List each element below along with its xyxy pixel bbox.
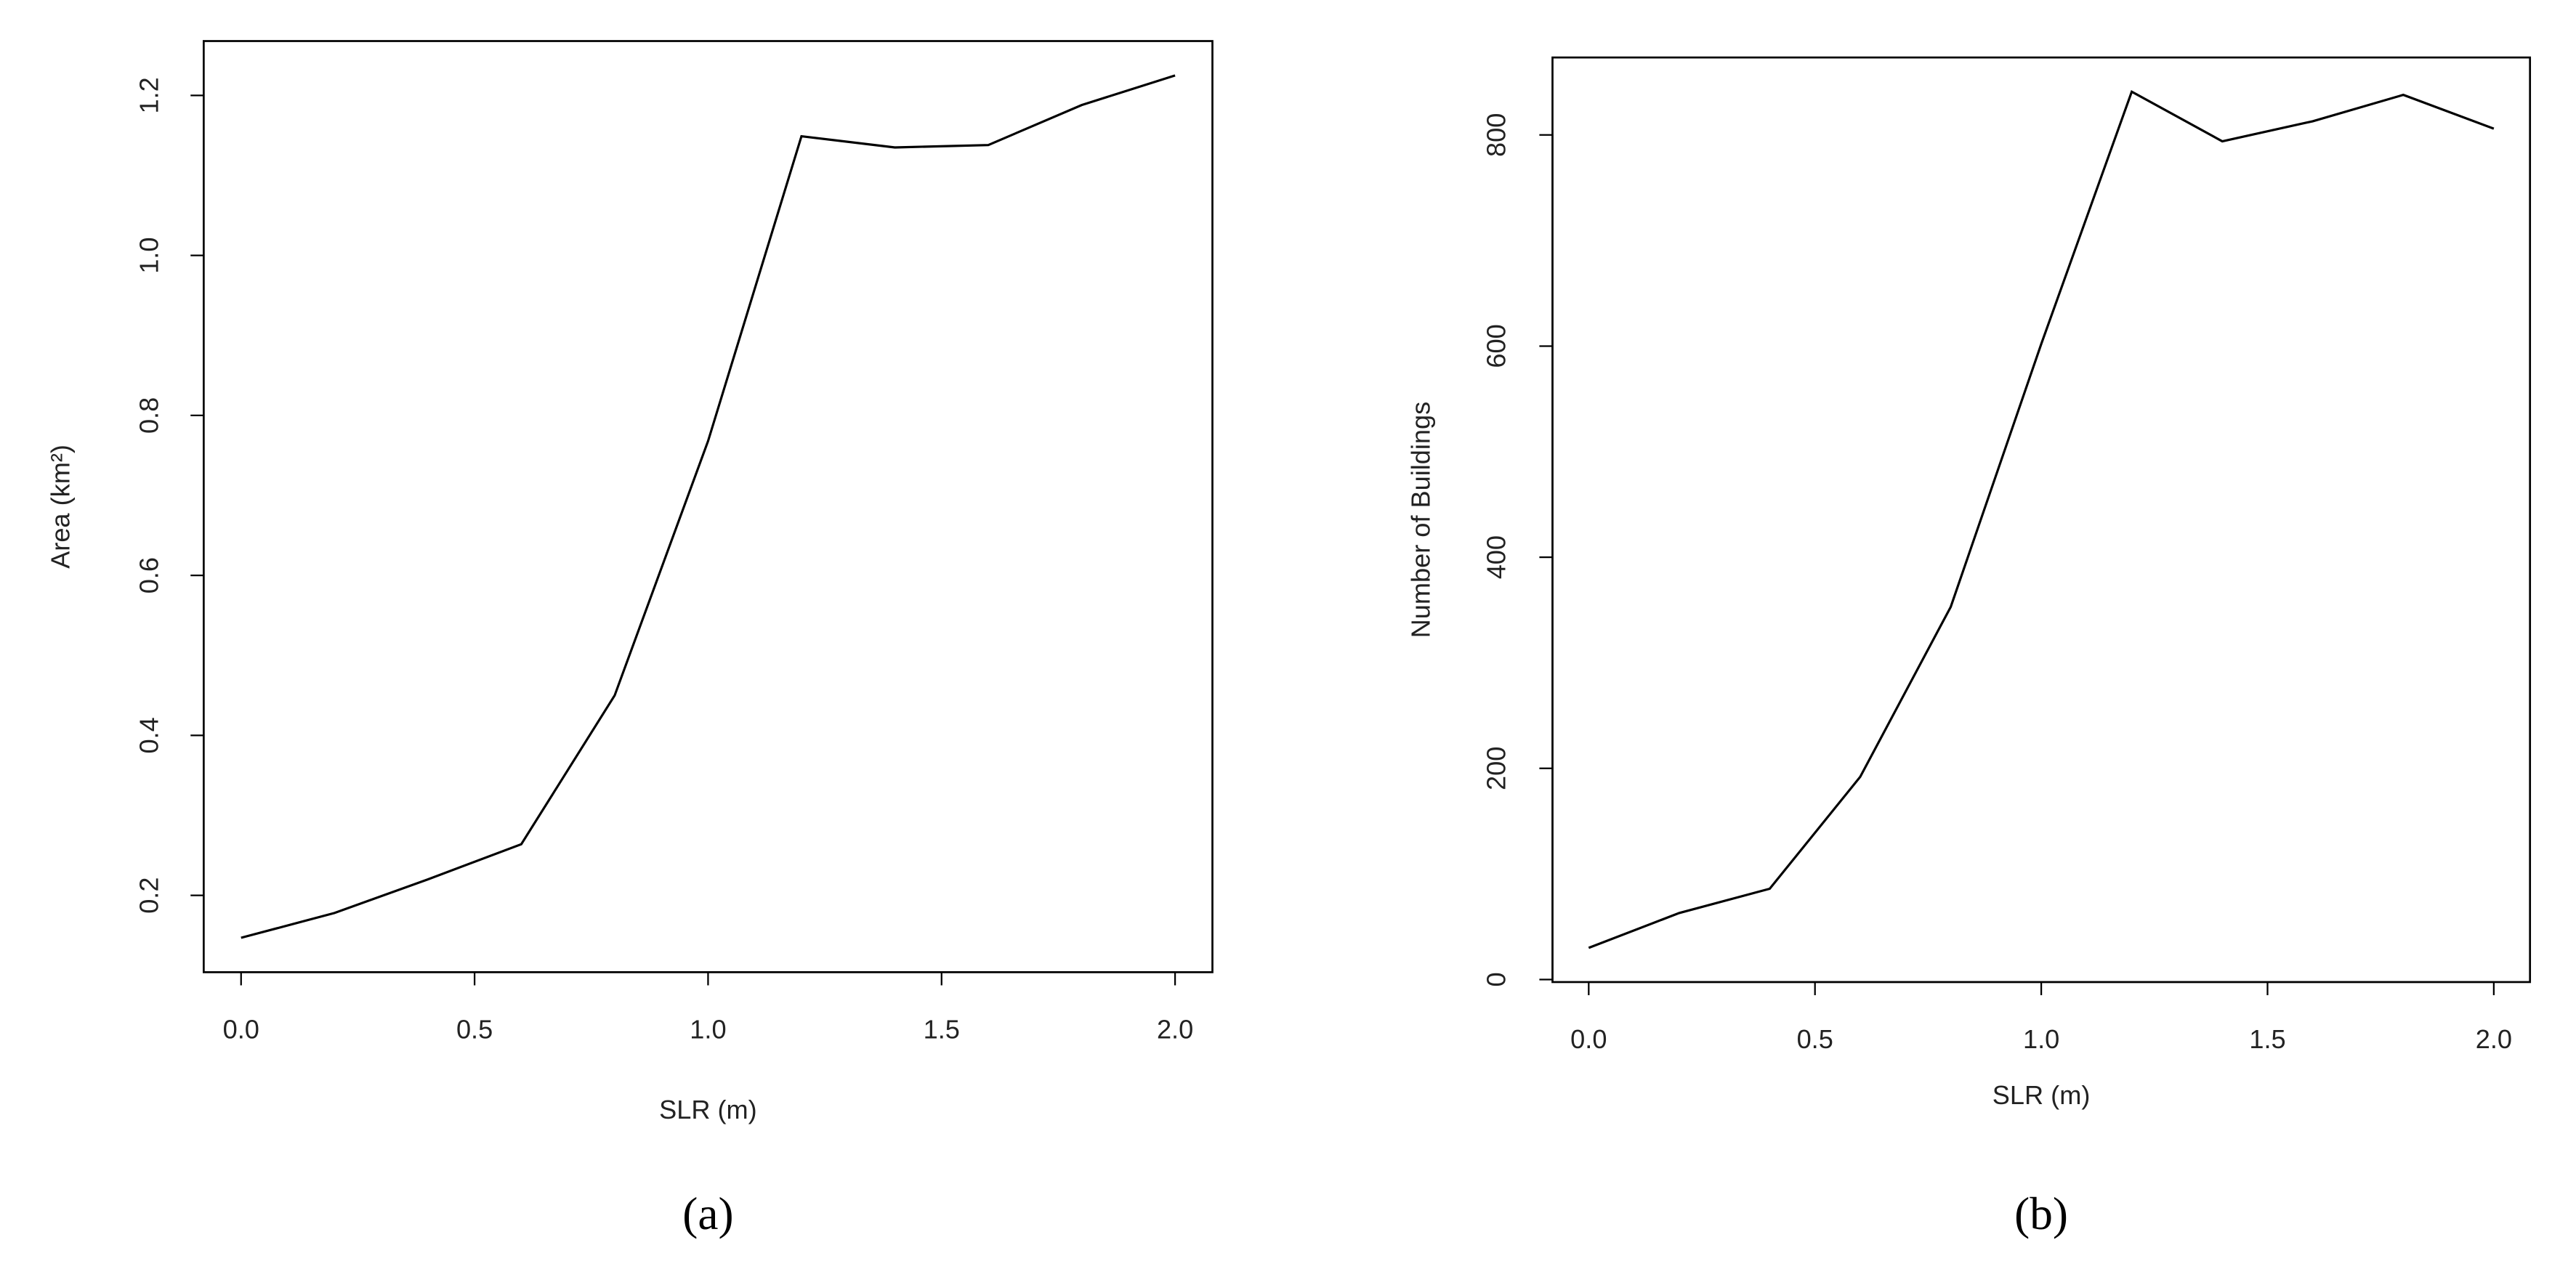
x-tick-label: 0.0 [223,1014,259,1044]
y-axis-title: Number of Buildings [1405,402,1435,638]
x-axis-title: SLR (m) [659,1095,757,1124]
y-tick-label: 0.8 [134,397,164,434]
x-tick-label: 1.0 [2023,1024,2059,1054]
y-tick-label: 1.0 [134,238,164,274]
x-tick-label: 2.0 [1157,1014,1193,1044]
x-tick-label: 2.0 [2476,1024,2512,1054]
x-tick-label: 1.5 [2249,1024,2285,1054]
y-tick-label: 200 [1481,747,1511,790]
y-tick-label: 600 [1481,324,1511,368]
data-line [241,74,1176,939]
y-tick-label: 0 [1481,972,1511,986]
x-tick-label: 0.0 [1570,1024,1607,1054]
x-tick-label: 1.0 [690,1014,726,1044]
y-tick-label: 0.4 [134,717,164,753]
x-tick-label: 0.5 [1797,1024,1833,1054]
y-tick-label: 800 [1481,113,1511,157]
x-tick-label: 1.5 [924,1014,960,1044]
plot-frame [202,40,1214,973]
y-tick-label: 400 [1481,535,1511,579]
x-tick-label: 0.5 [456,1014,493,1044]
caption: (b) [2014,1188,2068,1239]
caption: (a) [682,1188,733,1239]
x-axis-title: SLR (m) [1992,1080,2091,1110]
y-axis-title: Area (km²) [45,445,75,569]
y-tick-label: 1.2 [134,77,164,113]
data-line [1588,89,2495,949]
plot-frame [1551,56,2532,984]
y-tick-label: 0.2 [134,877,164,914]
y-tick-label: 0.6 [134,557,164,593]
